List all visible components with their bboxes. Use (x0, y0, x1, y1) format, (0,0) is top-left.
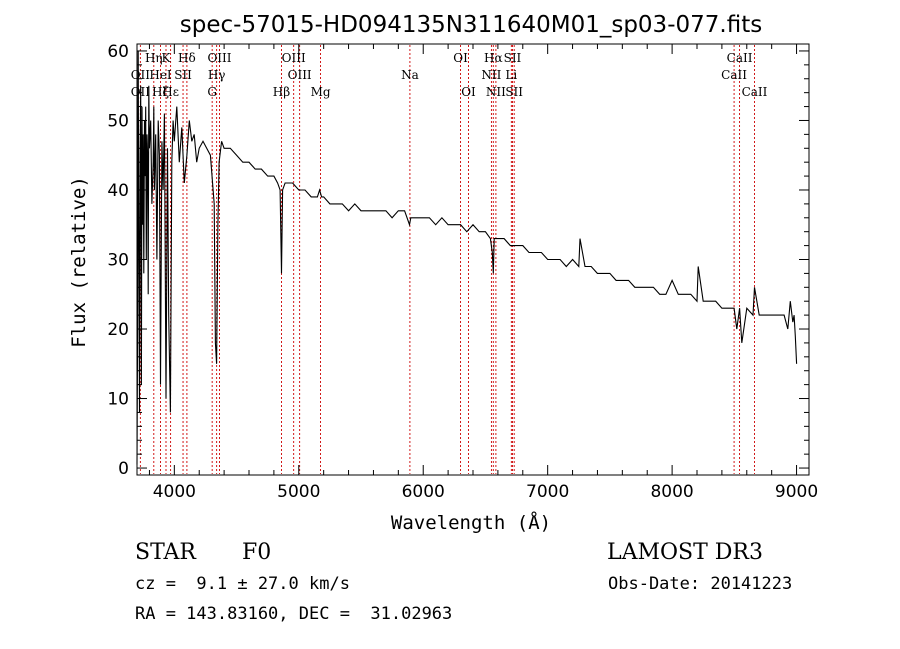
x-tick-label: 8000 (650, 482, 693, 502)
line-label: Hη (145, 51, 163, 65)
y-tick-label: 0 (118, 459, 129, 479)
y-tick-label: 30 (107, 251, 129, 271)
plot-frame (136, 43, 810, 476)
line-label: OI (461, 85, 476, 99)
redshift-readout: cz = 9.1 ± 27.0 km/s (135, 574, 350, 594)
line-label: G (207, 85, 217, 99)
line-label: SII (174, 68, 192, 82)
x-tick-label: 7000 (526, 482, 569, 502)
y-axis-ticks: 0 10 20 30 40 50 60 (107, 42, 809, 479)
x-tick-label: 5000 (277, 482, 320, 502)
spectrum-line (136, 50, 798, 465)
line-label: Li (505, 68, 517, 82)
y-tick-label: 20 (107, 320, 129, 340)
x-axis-ticks: 4000 5000 6000 7000 8000 9000 (148, 44, 818, 502)
y-tick-label: 40 (107, 181, 129, 201)
line-label: SII (505, 85, 523, 99)
line-label: Hε (162, 85, 179, 99)
line-label: Hα (484, 51, 503, 65)
x-axis-label: Wavelength (Å) (391, 511, 551, 534)
object-class: STAR (135, 540, 196, 565)
line-label: OIII (288, 68, 312, 82)
line-label: SII (504, 51, 522, 65)
x-tick-label: 9000 (775, 482, 818, 502)
line-label: OII (131, 68, 151, 82)
object-subclass: F0 (242, 540, 272, 565)
coordinates: RA = 143.83160, DEC = 31.02963 (135, 604, 453, 624)
y-tick-label: 10 (107, 390, 129, 410)
line-label: Mg (311, 85, 331, 99)
chart-title: spec-57015-HD094135N311640M01_sp03-077.f… (180, 12, 762, 38)
x-tick-label: 4000 (153, 482, 196, 502)
line-label: Hγ (208, 68, 226, 82)
line-label: NII (486, 85, 506, 99)
line-label: Hδ (178, 51, 196, 65)
line-label: NII (481, 68, 501, 82)
line-label: HeI (149, 68, 172, 82)
y-axis-label: Flux (relative) (68, 176, 90, 348)
obs-date: Obs-Date: 20141223 (608, 574, 793, 594)
line-label: Hζ (152, 85, 169, 99)
x-tick-label: 6000 (402, 482, 445, 502)
line-label: CaII (742, 85, 768, 99)
line-label: OI (453, 51, 468, 65)
y-tick-label: 60 (107, 42, 129, 62)
survey-name: LAMOST DR3 (607, 540, 763, 565)
line-label: Na (401, 68, 419, 82)
line-label: CaII (727, 51, 753, 65)
line-label: OIII (282, 51, 306, 65)
line-label: Hβ (273, 85, 290, 99)
line-label: OIII (207, 51, 231, 65)
line-label: K (162, 51, 172, 65)
y-tick-label: 50 (107, 111, 129, 131)
line-markers (139, 45, 755, 474)
line-label: CaII (721, 68, 747, 82)
